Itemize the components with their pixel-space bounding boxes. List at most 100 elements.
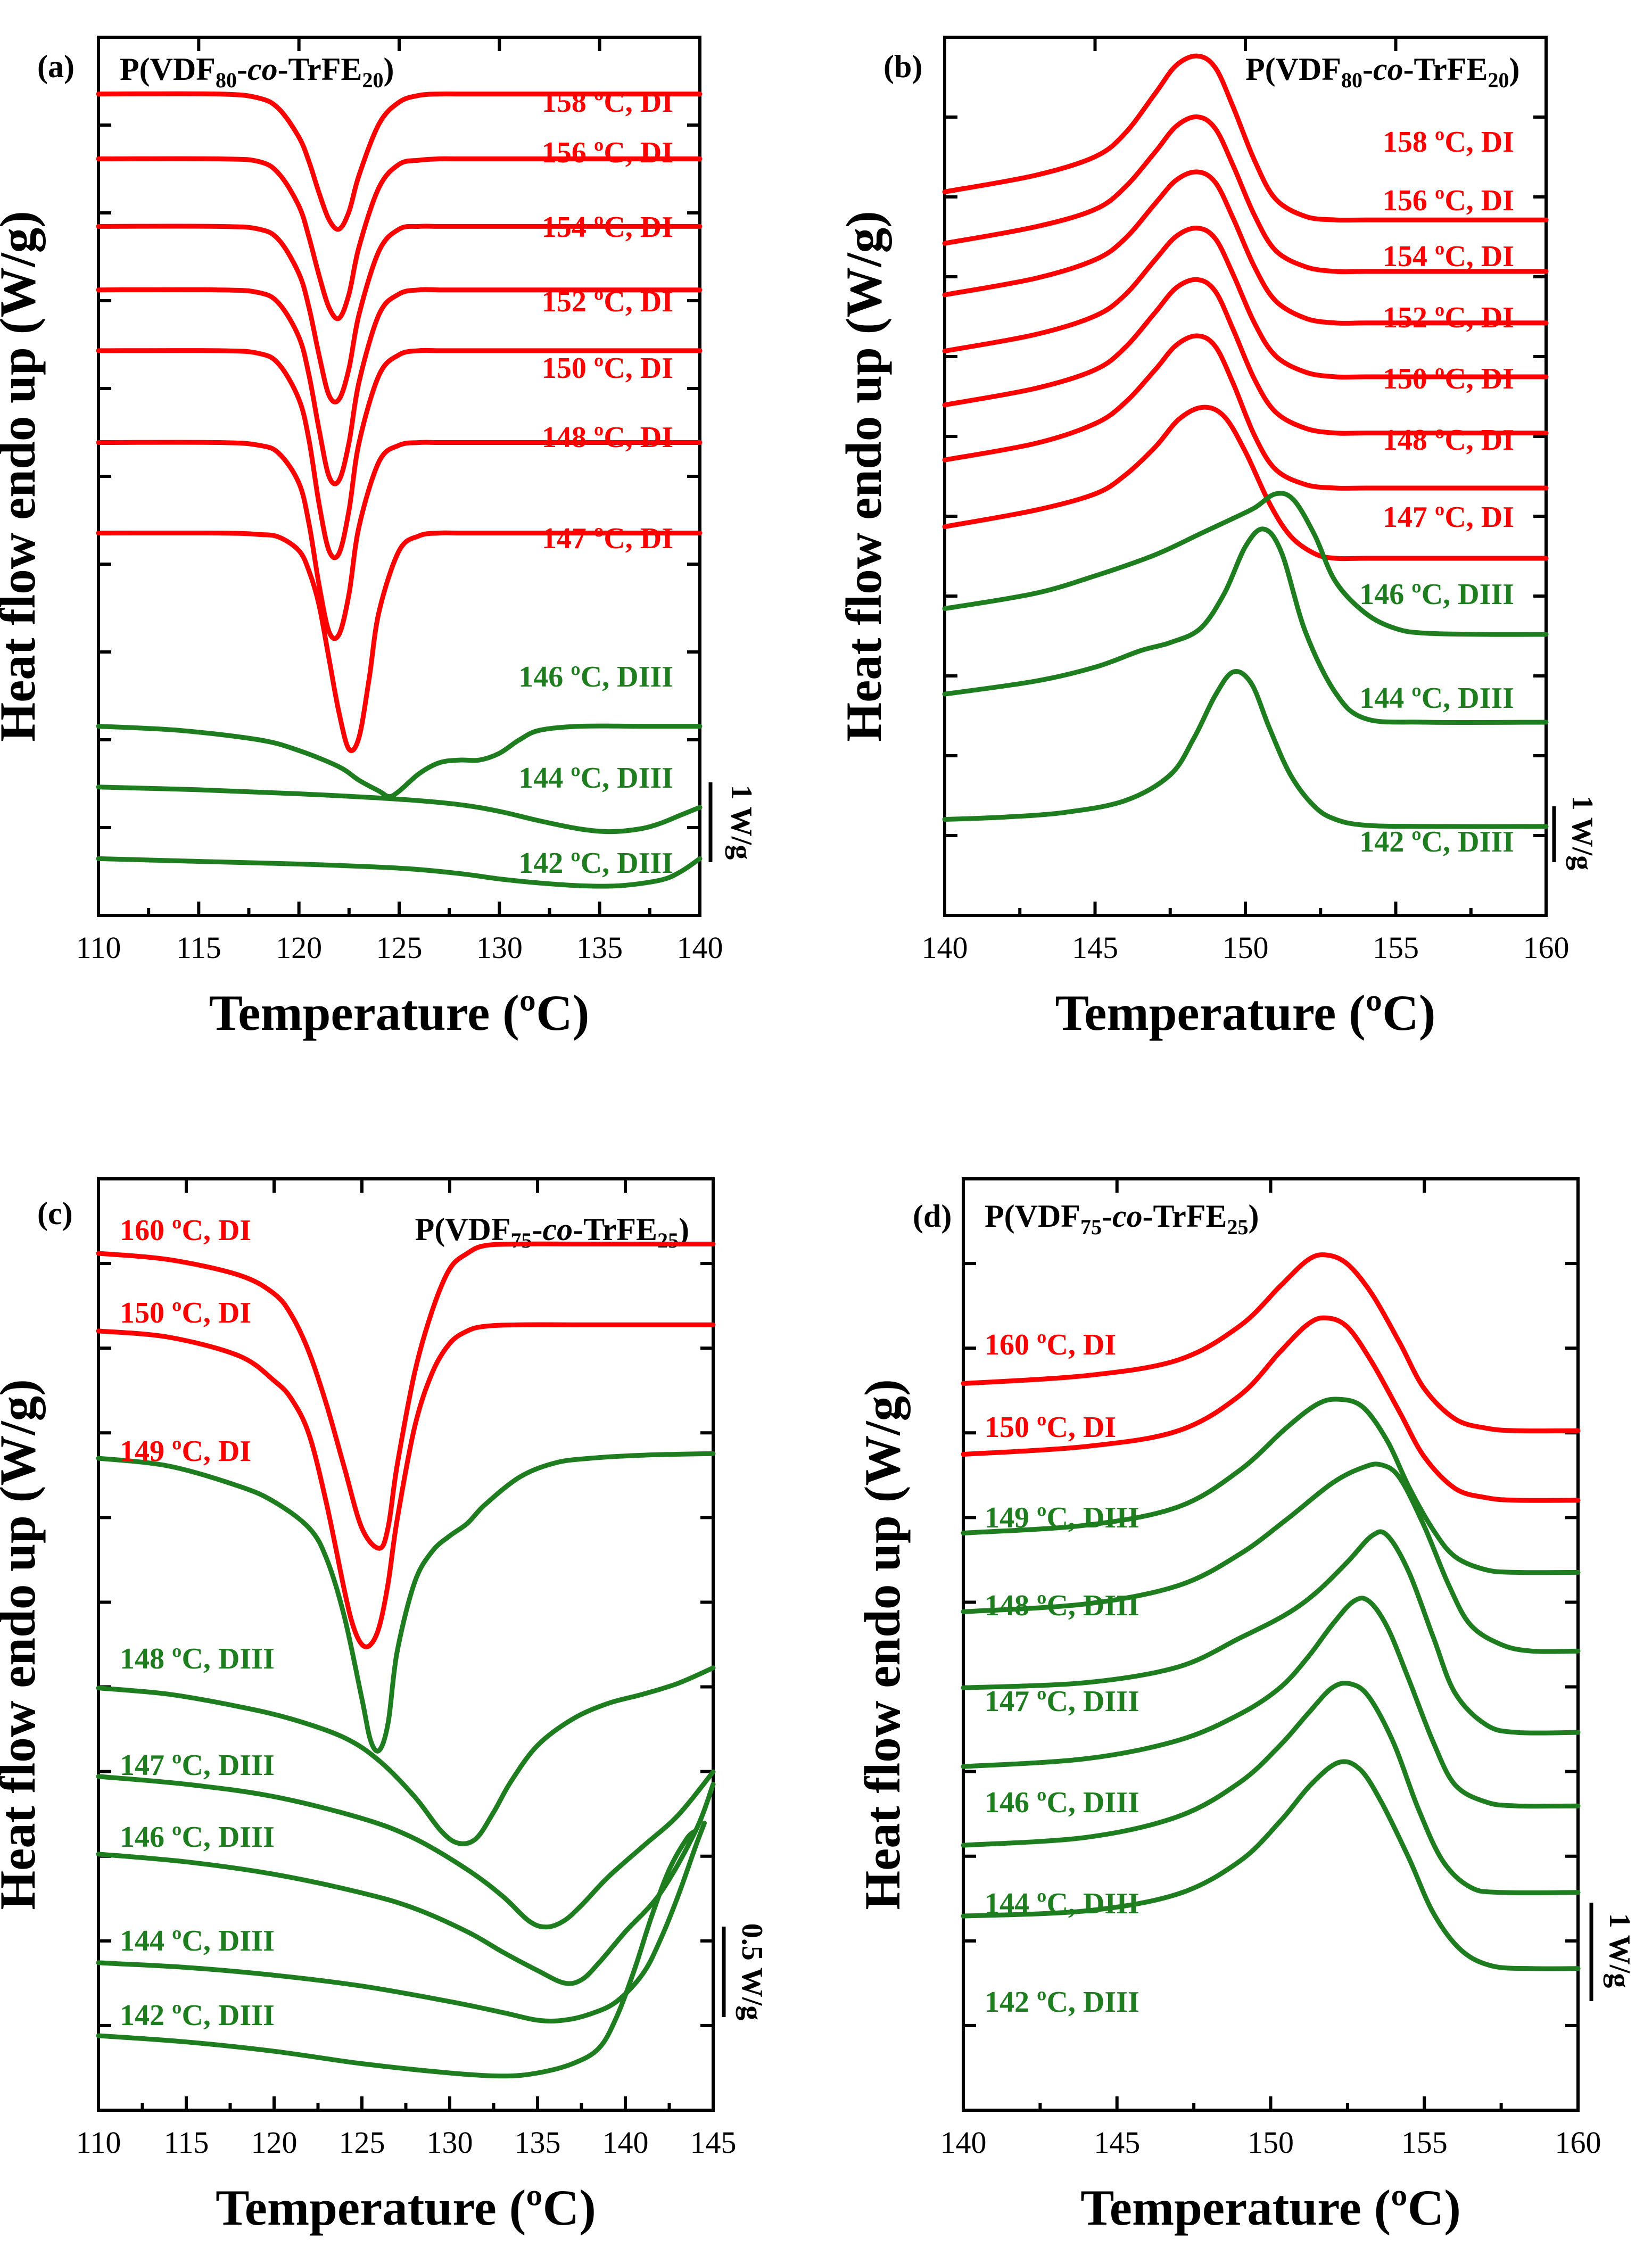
series-line-147-c-diii — [96, 1769, 716, 1930]
series-line-149-c-di — [96, 1451, 716, 1754]
series-label: 144 ºC, DIII — [518, 762, 673, 795]
x-axis-label: Temperature (ºC) — [209, 985, 590, 1041]
series-label: 146 ºC, DIII — [518, 660, 673, 693]
series-label: 142 ºC, DIII — [518, 847, 673, 880]
series-label: 148 ºC, DIII — [120, 1642, 275, 1675]
series-label: 160 ºC, DI — [120, 1214, 251, 1247]
series-label: 156 ºC, DI — [542, 136, 673, 169]
series-label: 148 ºC, DIII — [985, 1589, 1139, 1622]
series-label: 149 ºC, DIII — [985, 1501, 1139, 1534]
series-line-150-c-di — [96, 1322, 716, 1649]
series-label: 144 ºC, DIII — [120, 1924, 275, 1957]
panel-b: 140 145 150 155 160 Temperature (ºC) Heat flow… — [836, 36, 1599, 1041]
series-label: 154 ºC, DI — [1383, 240, 1514, 273]
series-line-147-c-di — [942, 404, 1549, 561]
x-axis-label: Temperature (ºC) — [1055, 985, 1436, 1041]
series-line-144-c-diii — [96, 784, 703, 835]
series-line-154-c-di — [942, 169, 1549, 326]
series-line-142-c-diii — [96, 1828, 698, 2079]
series-label: 150 ºC, DI — [985, 1411, 1116, 1444]
series-line-144-c-diii — [96, 1820, 707, 2023]
series-line-158-c-di — [942, 53, 1549, 223]
y-axis-label: Heat flow endo up (W/g) — [0, 211, 46, 742]
y-axis-label: Heat flow endo up (W/g) — [0, 1379, 46, 1910]
series-label: 148 ºC, DI — [1383, 424, 1514, 457]
series-line-154-c-di — [96, 224, 703, 404]
series-line-158-c-di — [96, 91, 703, 232]
x-tick-label: 145 — [1072, 930, 1118, 965]
series-line-147-c-diii — [961, 1529, 1581, 1736]
series-label: 146 ºC, DIII — [1359, 578, 1514, 611]
series-line-149-c-diii — [961, 1397, 1581, 1575]
series-label: 152 ºC, DI — [1383, 301, 1514, 334]
series-line-146-c-diii — [961, 1596, 1581, 1809]
series-line-142-c-diii — [942, 669, 1549, 829]
series-label: 147 ºC, DI — [1383, 501, 1514, 534]
series-label: 158 ºC, DI — [542, 86, 673, 119]
sample-title: P(VDF75-co-TrFE25) — [985, 1199, 1259, 1239]
scale-bar-label: 1 W/g — [1566, 796, 1599, 871]
x-tick-label: 115 — [176, 930, 221, 965]
series-line-152-c-di — [942, 226, 1549, 380]
x-tick-label: 140 — [940, 2125, 987, 2160]
series-line-148-c-diii — [96, 1665, 716, 1846]
series-label: 146 ºC, DIII — [985, 1786, 1139, 1819]
series-line-144-c-diii — [942, 526, 1549, 725]
sample-title: P(VDF80-co-TrFE20) — [120, 52, 394, 92]
sample-title: P(VDF75-co-TrFE25) — [415, 1212, 689, 1252]
series-line-146-c-di — [96, 723, 703, 799]
x-axis-label: Temperature (ºC) — [1080, 2179, 1461, 2236]
panel-c: 110 115 120 125 130 135 140 145 Temperature (ºC)… — [0, 1177, 769, 2236]
sample-title: P(VDF80-co-TrFE20) — [1245, 52, 1519, 92]
series-label: 150 ºC, DI — [542, 352, 673, 385]
series-line-148-c-diii — [961, 1461, 1581, 1654]
plot-frame — [962, 1177, 1580, 2112]
x-tick-label: 145 — [690, 2125, 737, 2160]
series-line-152-c-di — [96, 287, 703, 486]
panel-letter: (b) — [883, 49, 922, 84]
series-label: 142 ºC, DIII — [1359, 825, 1514, 858]
series-label: 146 ºC, DIII — [120, 1821, 275, 1854]
series-label: 158 ºC, DI — [1383, 126, 1514, 159]
x-tick-label: 110 — [76, 2125, 121, 2160]
x-tick-label: 115 — [164, 2125, 209, 2160]
series-label: 150 ºC, DI — [1383, 362, 1514, 395]
series-label: 142 ºC, DIII — [120, 1999, 275, 2032]
series-line-150-c-di — [96, 348, 703, 560]
plot-frame — [943, 36, 1548, 917]
x-tick-label: 130 — [476, 930, 523, 965]
series-line-144-c-diii — [961, 1681, 1581, 1896]
panel-d: 140 145 150 155 160 Temperature (ºC) Heat flow… — [854, 1177, 1636, 2236]
series-line-142-c-diii — [961, 1759, 1581, 1971]
series-label: 149 ºC, DI — [120, 1435, 251, 1468]
series-line-156-c-di — [96, 156, 703, 321]
panel-letter: (a) — [37, 49, 75, 84]
series-label: 154 ºC, DI — [542, 211, 673, 244]
x-tick-label: 140 — [677, 930, 723, 965]
series-label: 150 ºC, DI — [120, 1296, 251, 1329]
x-tick-label: 135 — [576, 930, 623, 965]
series-line-148-c-di — [96, 440, 703, 641]
series-line-160-c-di — [961, 1252, 1581, 1434]
series-line-142-c-diii — [96, 856, 703, 889]
series-line-146-c-diii — [96, 1782, 716, 1986]
y-axis-label: Heat flow endo up (W/g) — [836, 211, 892, 742]
series-label: 147 ºC, DIII — [985, 1685, 1139, 1718]
panel-letter: (c) — [37, 1196, 73, 1231]
series-line-148-c-di — [942, 333, 1549, 491]
scale-bar-label: 1 W/g — [725, 785, 758, 860]
x-tick-label: 140 — [922, 930, 968, 965]
x-tick-label: 120 — [276, 930, 322, 965]
series-line-150-c-di — [961, 1315, 1581, 1503]
panel-a: 110 115 120 125 130 135 140 Temperature (ºC) Hea… — [0, 36, 758, 1041]
series-label: 142 ºC, DIII — [985, 1986, 1139, 2019]
x-tick-label: 155 — [1373, 930, 1419, 965]
series-label: 160 ºC, DI — [985, 1328, 1116, 1361]
x-tick-label: 140 — [602, 2125, 649, 2160]
series-label: 147 ºC, DI — [542, 522, 673, 555]
series-label: 148 ºC, DI — [542, 421, 673, 454]
x-tick-label: 110 — [76, 930, 121, 965]
series-label: 156 ºC, DI — [1383, 184, 1514, 217]
series-line-160-c-di — [96, 1241, 716, 1551]
